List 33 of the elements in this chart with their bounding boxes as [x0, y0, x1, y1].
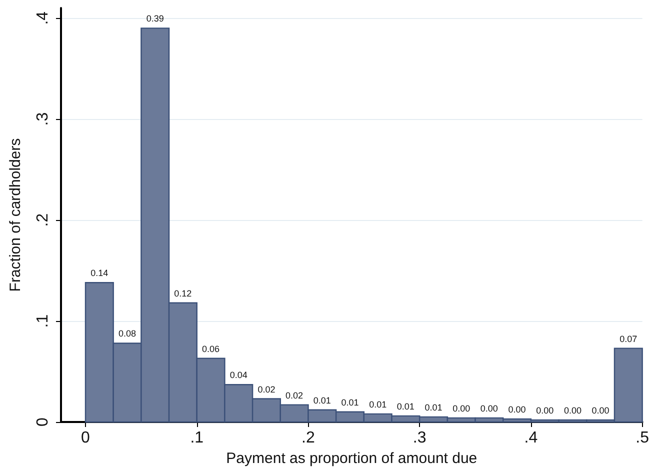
data-label: 0.04 [230, 370, 248, 380]
x-tick-label: .2 [302, 430, 316, 446]
x-tick-label: 0 [81, 430, 90, 446]
data-label: 0.00 [564, 405, 582, 416]
x-tick-label: .3 [412, 430, 426, 446]
x-tick-label: .1 [190, 430, 204, 446]
data-label: 0.00 [452, 403, 470, 414]
data-label: 0.01 [341, 397, 359, 408]
data-label: 0.06 [202, 344, 220, 354]
y-tick-label: .4 [34, 11, 52, 25]
data-label: 0.14 [90, 268, 108, 278]
data-label: 0.00 [592, 405, 610, 416]
data-label: 0.01 [369, 399, 387, 410]
data-label: 0.00 [536, 405, 554, 416]
data-label: 0.39 [146, 14, 164, 24]
y-tick-label: .3 [34, 112, 52, 126]
data-label: 0.02 [258, 384, 276, 394]
data-label: 0.01 [313, 395, 331, 406]
data-label: 0.02 [286, 390, 304, 400]
data-label: 0.12 [174, 288, 192, 298]
y-axis-title: Fraction of cardholders [7, 138, 24, 292]
x-axis-title: Payment as proportion of amount due [226, 450, 478, 467]
x-tick-label: .4 [524, 430, 538, 446]
data-label: 0.00 [508, 404, 526, 414]
y-tick-label: .2 [34, 213, 52, 227]
data-label: 0.08 [118, 328, 136, 339]
x-tick-label: .5 [636, 430, 650, 446]
y-tick-label: .1 [34, 314, 52, 328]
data-label: 0.01 [396, 401, 414, 412]
data-label: 0.01 [424, 402, 442, 412]
data-label: 0.00 [480, 403, 498, 414]
data-label: 0.07 [620, 334, 638, 344]
y-tick-label: 0 [34, 417, 52, 426]
